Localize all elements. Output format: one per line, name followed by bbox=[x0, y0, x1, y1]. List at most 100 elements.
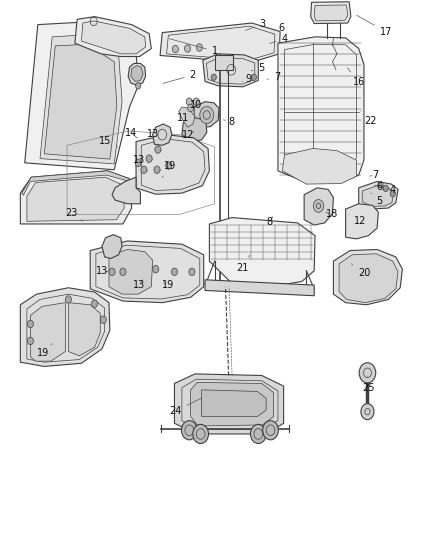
Text: 17: 17 bbox=[357, 15, 392, 37]
Polygon shape bbox=[40, 35, 122, 164]
Text: 14: 14 bbox=[125, 127, 138, 138]
Polygon shape bbox=[174, 374, 284, 434]
Polygon shape bbox=[339, 254, 398, 303]
Polygon shape bbox=[278, 37, 364, 182]
Polygon shape bbox=[201, 390, 266, 416]
Circle shape bbox=[359, 363, 376, 383]
Circle shape bbox=[109, 268, 115, 276]
Circle shape bbox=[211, 74, 216, 80]
Circle shape bbox=[378, 181, 383, 188]
Polygon shape bbox=[90, 241, 204, 303]
Text: 24: 24 bbox=[169, 398, 201, 416]
Text: 1: 1 bbox=[169, 39, 218, 56]
Text: 12: 12 bbox=[349, 215, 367, 226]
Polygon shape bbox=[209, 217, 315, 287]
Circle shape bbox=[146, 155, 152, 163]
Text: 19: 19 bbox=[162, 161, 176, 177]
Circle shape bbox=[196, 44, 202, 51]
Text: 13: 13 bbox=[96, 266, 109, 276]
Circle shape bbox=[136, 83, 141, 89]
Circle shape bbox=[200, 107, 214, 124]
Polygon shape bbox=[160, 23, 280, 63]
Text: 8: 8 bbox=[266, 217, 273, 227]
Polygon shape bbox=[112, 177, 141, 204]
Polygon shape bbox=[131, 66, 143, 82]
Polygon shape bbox=[182, 118, 207, 141]
Polygon shape bbox=[283, 149, 357, 184]
Text: 19: 19 bbox=[37, 344, 52, 358]
Circle shape bbox=[171, 268, 177, 276]
Polygon shape bbox=[27, 177, 124, 221]
Text: 6: 6 bbox=[374, 182, 383, 192]
Text: 22: 22 bbox=[361, 111, 377, 126]
Text: 9: 9 bbox=[242, 74, 251, 84]
Text: 19: 19 bbox=[162, 280, 174, 290]
Text: 25: 25 bbox=[363, 377, 375, 393]
Text: 10: 10 bbox=[190, 100, 202, 110]
Polygon shape bbox=[30, 303, 65, 361]
Polygon shape bbox=[109, 249, 152, 294]
Text: 4: 4 bbox=[382, 185, 396, 196]
Circle shape bbox=[184, 45, 191, 52]
Text: 2: 2 bbox=[163, 70, 196, 84]
Circle shape bbox=[313, 199, 324, 212]
Text: 23: 23 bbox=[66, 208, 83, 221]
Circle shape bbox=[187, 104, 194, 112]
Circle shape bbox=[120, 268, 126, 276]
Polygon shape bbox=[304, 188, 333, 225]
Text: 11: 11 bbox=[177, 112, 189, 123]
Circle shape bbox=[100, 316, 106, 324]
Text: 13: 13 bbox=[133, 280, 145, 289]
Polygon shape bbox=[75, 17, 151, 56]
Polygon shape bbox=[102, 235, 122, 259]
Circle shape bbox=[141, 166, 147, 173]
Polygon shape bbox=[346, 204, 378, 239]
Text: 20: 20 bbox=[351, 264, 370, 278]
Circle shape bbox=[172, 45, 178, 53]
Circle shape bbox=[154, 166, 160, 173]
Text: 6: 6 bbox=[273, 23, 285, 34]
Polygon shape bbox=[152, 124, 172, 146]
Polygon shape bbox=[359, 181, 398, 209]
Text: 8: 8 bbox=[223, 117, 234, 127]
Polygon shape bbox=[128, 63, 146, 85]
Polygon shape bbox=[333, 249, 403, 305]
Polygon shape bbox=[21, 171, 130, 195]
Text: 16: 16 bbox=[347, 68, 365, 87]
Polygon shape bbox=[136, 135, 209, 194]
Text: 15: 15 bbox=[99, 136, 118, 147]
Text: 5: 5 bbox=[251, 63, 265, 73]
Polygon shape bbox=[215, 55, 233, 70]
Text: 13: 13 bbox=[133, 155, 148, 165]
Circle shape bbox=[251, 74, 257, 80]
Circle shape bbox=[186, 98, 192, 106]
Circle shape bbox=[193, 424, 208, 443]
Polygon shape bbox=[179, 107, 195, 127]
Text: 21: 21 bbox=[237, 255, 250, 272]
Circle shape bbox=[251, 424, 266, 443]
Text: 5: 5 bbox=[371, 193, 383, 206]
Polygon shape bbox=[191, 382, 274, 426]
Polygon shape bbox=[81, 21, 146, 54]
Circle shape bbox=[152, 265, 159, 273]
Polygon shape bbox=[311, 2, 351, 23]
Polygon shape bbox=[20, 288, 110, 367]
Text: 12: 12 bbox=[182, 130, 194, 140]
Circle shape bbox=[155, 146, 161, 154]
Circle shape bbox=[263, 421, 279, 440]
Polygon shape bbox=[68, 303, 100, 356]
Circle shape bbox=[181, 421, 197, 440]
Text: 13: 13 bbox=[146, 129, 159, 147]
Polygon shape bbox=[314, 5, 348, 21]
Polygon shape bbox=[362, 185, 394, 206]
Polygon shape bbox=[20, 171, 132, 224]
Text: 3: 3 bbox=[246, 19, 266, 30]
Circle shape bbox=[92, 300, 98, 308]
Text: 4: 4 bbox=[270, 34, 288, 44]
Circle shape bbox=[390, 190, 396, 197]
Polygon shape bbox=[194, 102, 219, 127]
Polygon shape bbox=[205, 280, 314, 296]
Circle shape bbox=[193, 98, 199, 106]
Circle shape bbox=[135, 159, 141, 166]
Circle shape bbox=[27, 337, 33, 345]
